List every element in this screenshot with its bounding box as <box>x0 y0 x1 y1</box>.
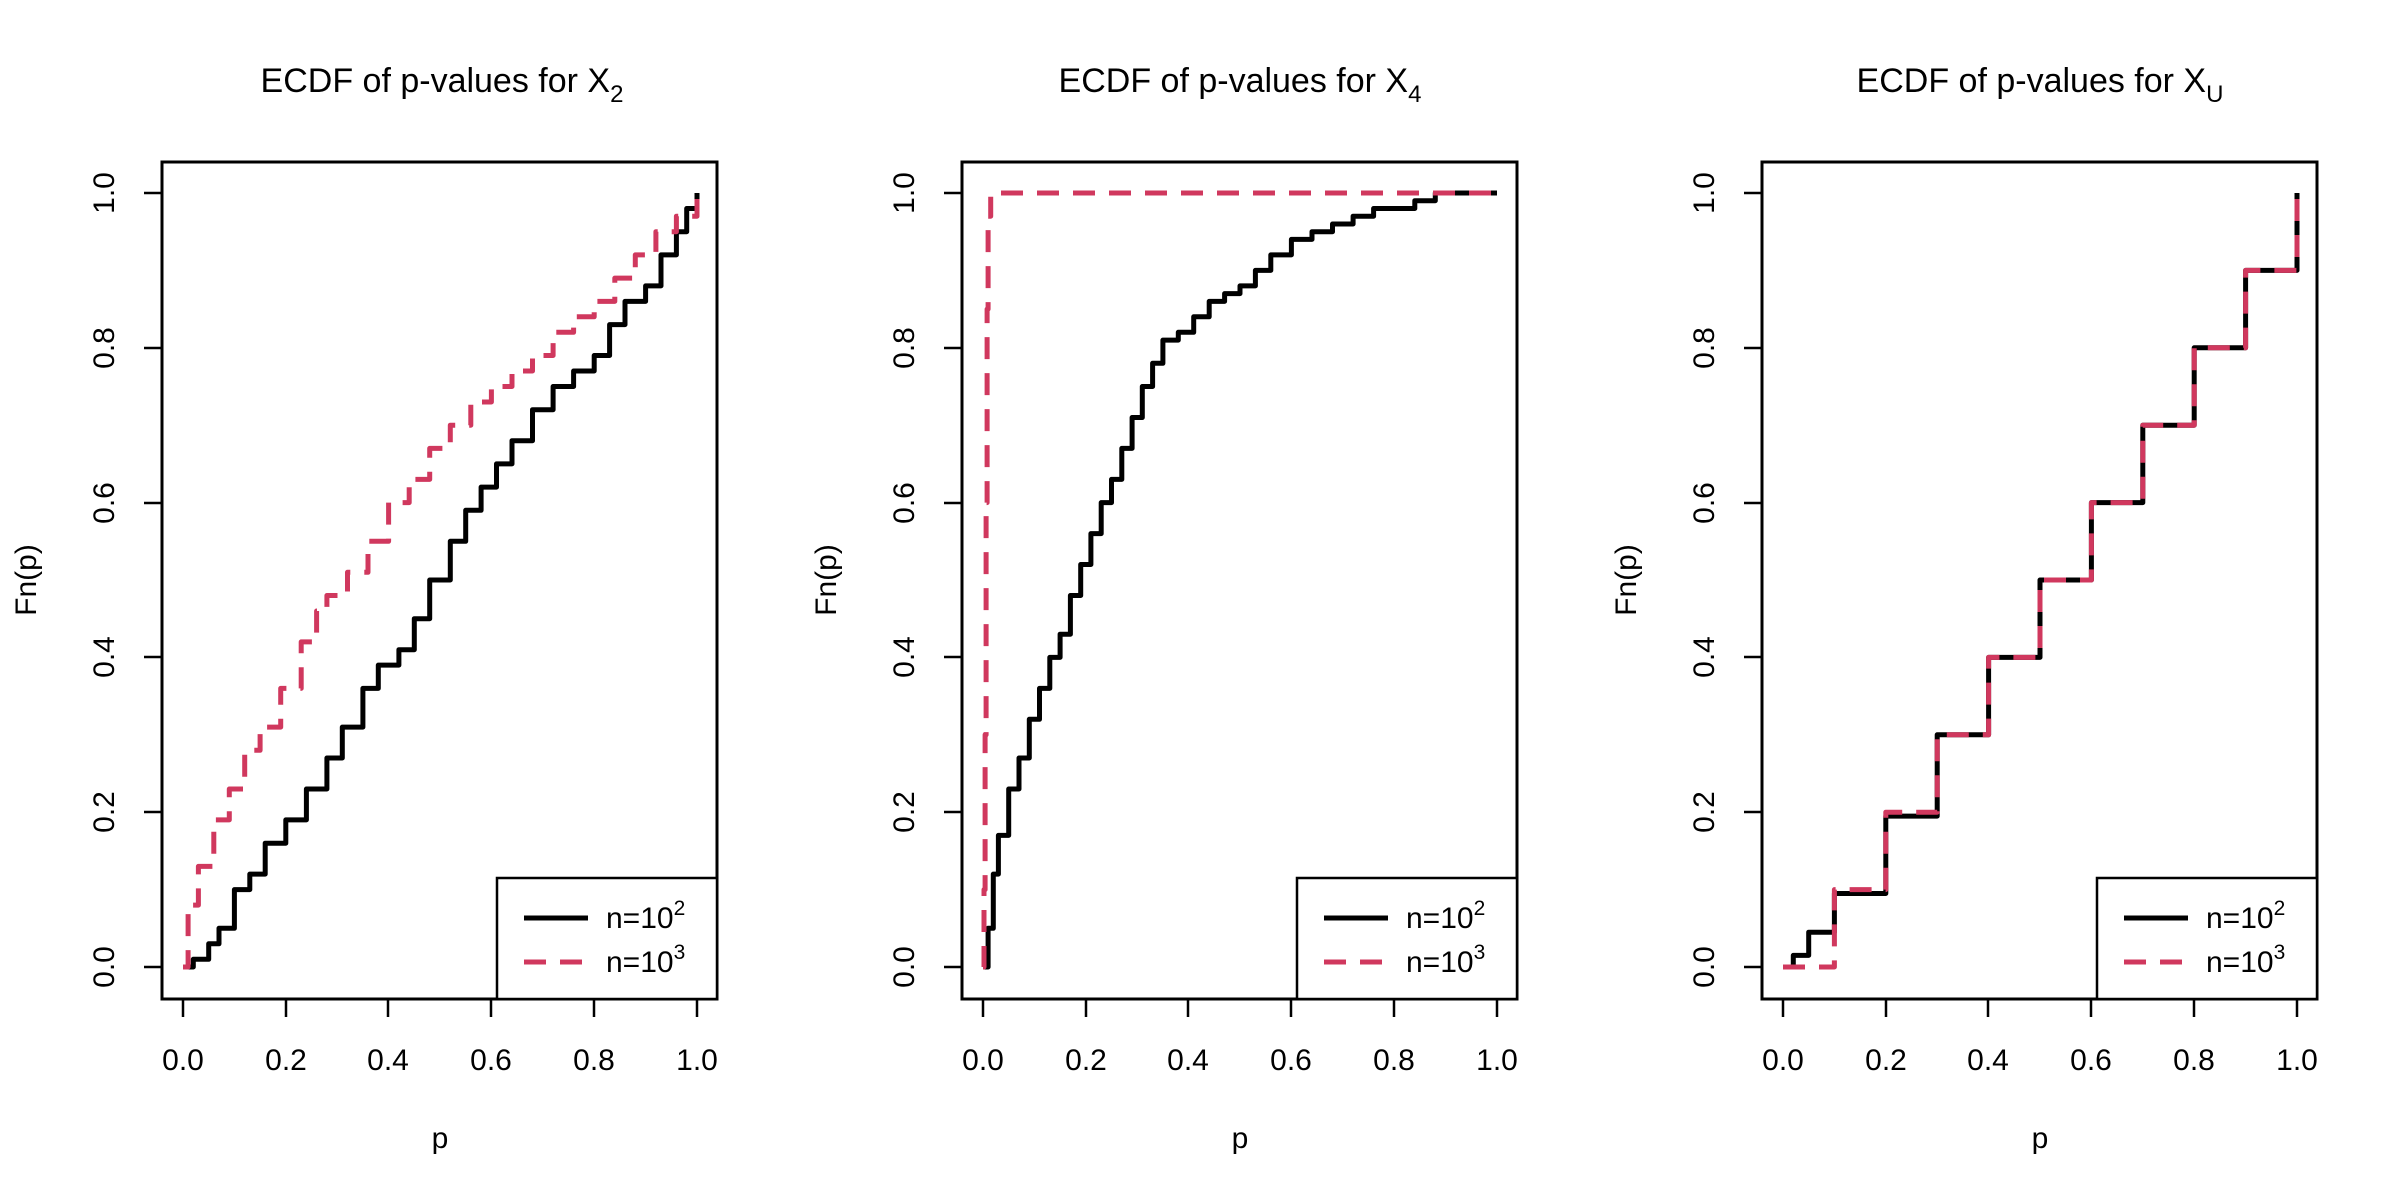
y-tick-label: 0.8 <box>88 327 121 369</box>
x-tick-label: 0.6 <box>470 1044 512 1077</box>
y-axis: 0.0 0.2 0.4 0.6 0.8 1.0 Fn(p) <box>10 172 164 988</box>
y-tick-label: 1.0 <box>88 172 121 214</box>
x-tick-label: 0.8 <box>1373 1044 1415 1077</box>
legend-label-n1000: n=103 <box>1406 941 1485 979</box>
y-tick-label: 0.0 <box>88 946 121 988</box>
x-tick-label: 0.6 <box>1270 1044 1312 1077</box>
y-tick-label: 0.4 <box>1688 636 1721 678</box>
ecdf-line-n100 <box>1783 193 2300 970</box>
ecdf-line-n1000 <box>1783 193 2300 970</box>
legend-box <box>1295 876 1519 1001</box>
y-ticks <box>144 191 162 969</box>
ecdf-line-n100 <box>983 190 1497 970</box>
panel-x4: ECDF of p-values for X4 0.0 0.2 0.4 0.6 … <box>810 62 1519 1155</box>
y-tick-label: 1.0 <box>888 172 921 214</box>
y-tick-label: 0.2 <box>88 791 121 833</box>
panel-x2: ECDF of p-values for X2 0.0 0.2 0.4 0.6 … <box>10 62 719 1155</box>
y-tick-label: 0.4 <box>88 636 121 678</box>
y-tick-label: 1.0 <box>1688 172 1721 214</box>
x-axis-label: p <box>2032 1122 2049 1155</box>
x-tick-label: 0.8 <box>573 1044 615 1077</box>
x-tick-label: 0.0 <box>962 1044 1004 1077</box>
y-axis: 0.0 0.2 0.4 0.6 0.8 1.0 Fn(p) <box>1610 172 1764 988</box>
y-tick-label: 0.6 <box>88 482 121 524</box>
y-tick-label: 0.2 <box>1688 791 1721 833</box>
y-tick-label: 0.8 <box>1688 327 1721 369</box>
x-tick-label: 0.8 <box>2173 1044 2215 1077</box>
legend-box <box>2095 876 2319 1001</box>
x-ticks <box>981 999 1499 1017</box>
y-tick-label: 0.4 <box>888 636 921 678</box>
x-tick-label: 0.6 <box>2070 1044 2112 1077</box>
y-tick-label: 0.2 <box>888 791 921 833</box>
y-axis-label: Fn(p) <box>810 544 843 616</box>
panel-xu: ECDF of p-values for XU 0.0 0.2 0.4 0.6 … <box>1610 62 2319 1155</box>
x-axis-label: p <box>432 1122 449 1155</box>
x-tick-label: 1.0 <box>2276 1044 2318 1077</box>
panel-title: ECDF of p-values for X2 <box>261 62 624 108</box>
y-axis: 0.0 0.2 0.4 0.6 0.8 1.0 Fn(p) <box>810 172 964 988</box>
y-tick-label: 0.0 <box>1688 946 1721 988</box>
x-tick-label: 0.4 <box>1967 1044 2009 1077</box>
legend-label-n100: n=102 <box>2206 897 2285 935</box>
y-tick-label: 0.0 <box>888 946 921 988</box>
legend-label-n1000: n=103 <box>2206 941 2285 979</box>
x-tick-label: 1.0 <box>676 1044 718 1077</box>
x-axis-label: p <box>1232 1122 1249 1155</box>
panel-title: ECDF of p-values for XU <box>1857 62 2224 108</box>
panel-title: ECDF of p-values for X4 <box>1059 62 1422 108</box>
ecdf-line-n1000 <box>183 193 700 970</box>
legend-label-n1000: n=103 <box>606 941 685 979</box>
y-axis-label: Fn(p) <box>1610 544 1643 616</box>
legend-label-n100: n=102 <box>606 897 685 935</box>
y-ticks <box>1744 191 1762 969</box>
x-tick-label: 0.2 <box>1865 1044 1907 1077</box>
x-tick-label: 0.2 <box>1065 1044 1107 1077</box>
x-tick-label: 0.2 <box>265 1044 307 1077</box>
legend: n=102 n=103 <box>495 876 719 1001</box>
x-ticks <box>181 999 699 1017</box>
x-axis: 0.0 0.2 0.4 0.6 0.8 1.0 p <box>962 997 1518 1155</box>
x-tick-label: 0.4 <box>1167 1044 1209 1077</box>
x-axis: 0.0 0.2 0.4 0.6 0.8 1.0 p <box>162 997 718 1155</box>
ecdf-line-n1000 <box>981 190 1497 970</box>
y-tick-label: 0.6 <box>1688 482 1721 524</box>
x-tick-label: 0.0 <box>1762 1044 1804 1077</box>
x-ticks <box>1781 999 2299 1017</box>
y-tick-label: 0.8 <box>888 327 921 369</box>
y-ticks <box>944 191 962 969</box>
x-tick-label: 1.0 <box>1476 1044 1518 1077</box>
legend-label-n100: n=102 <box>1406 897 1485 935</box>
x-tick-label: 0.0 <box>162 1044 204 1077</box>
x-tick-label: 0.4 <box>367 1044 409 1077</box>
y-axis-label: Fn(p) <box>10 544 43 616</box>
legend-box <box>495 876 719 1001</box>
legend: n=102 n=103 <box>1295 876 1519 1001</box>
legend: n=102 n=103 <box>2095 876 2319 1001</box>
y-tick-label: 0.6 <box>888 482 921 524</box>
x-axis: 0.0 0.2 0.4 0.6 0.8 1.0 p <box>1762 997 2318 1155</box>
ecdf-line-n100 <box>183 193 700 970</box>
